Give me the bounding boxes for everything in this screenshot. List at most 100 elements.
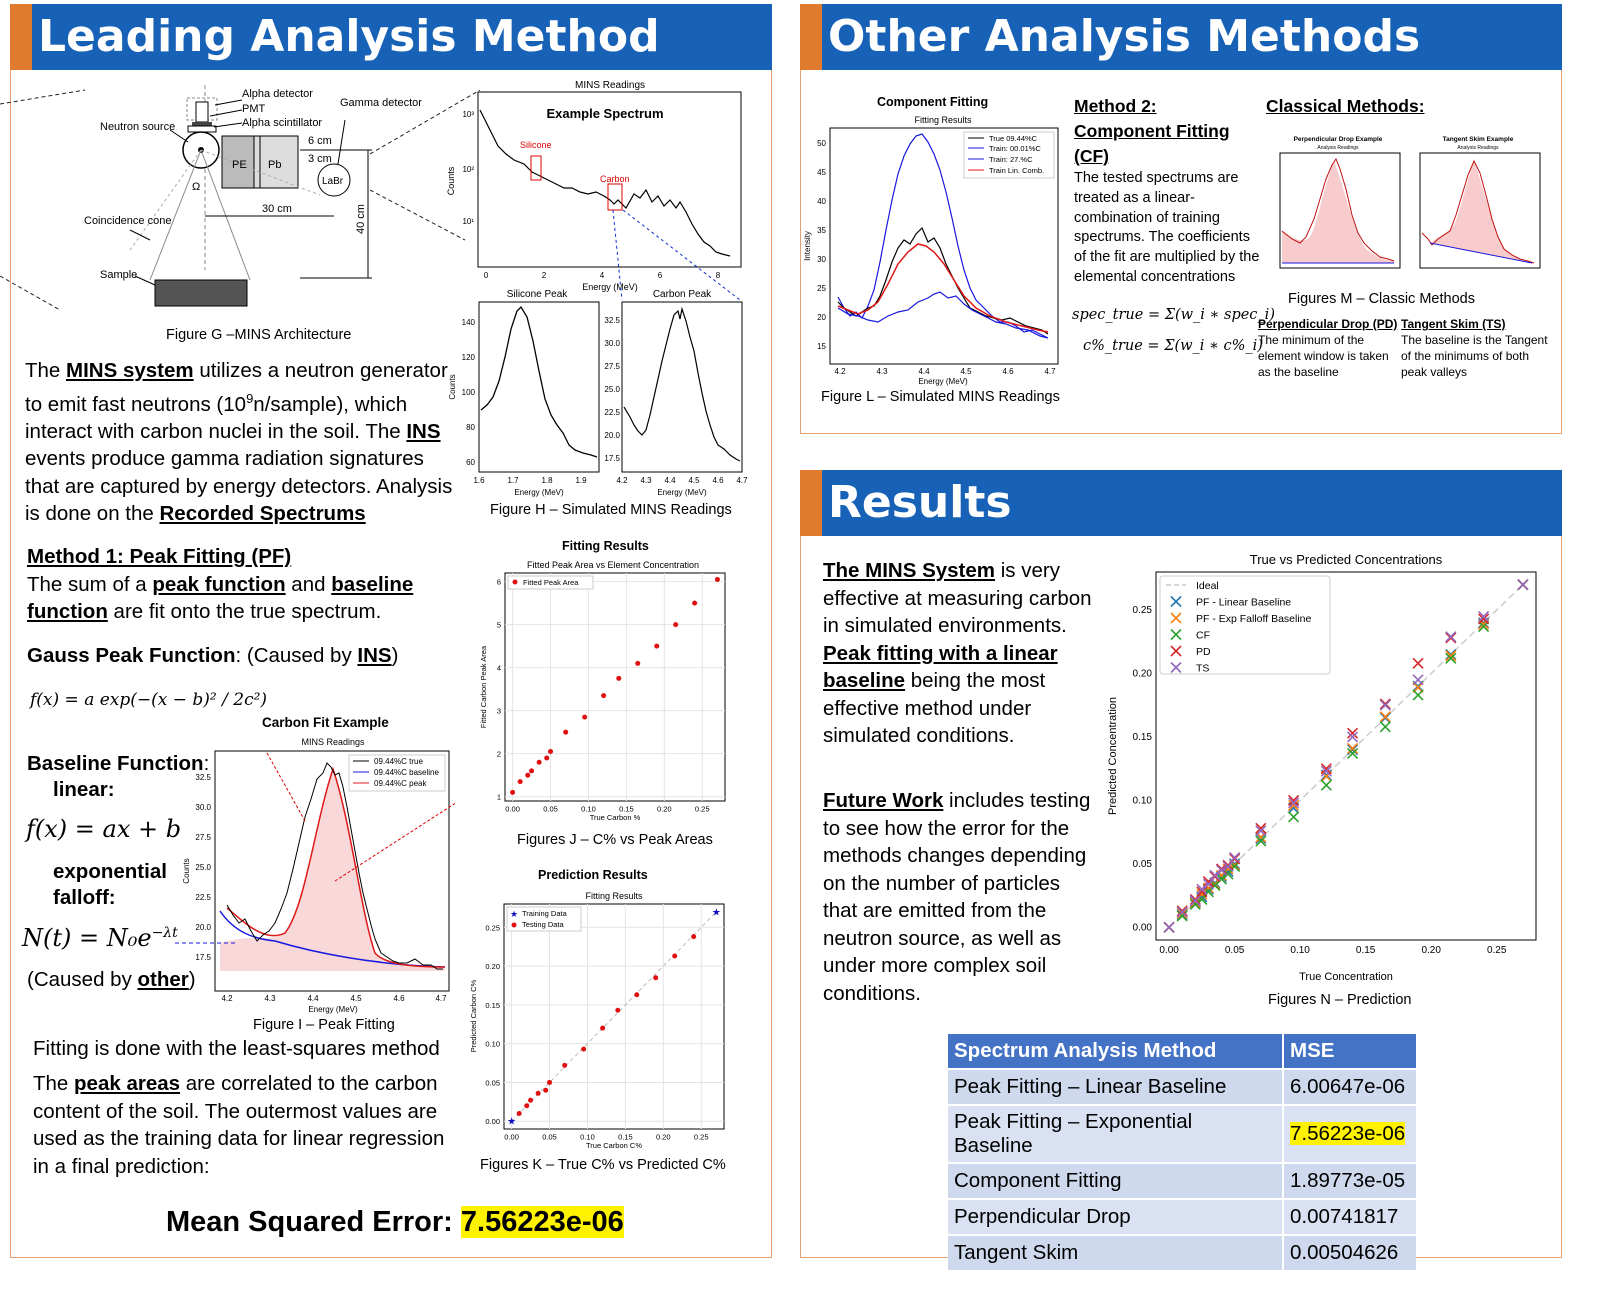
pd-text: The minimum of the element window is tak… — [1258, 333, 1389, 379]
comp-ytick: 15 — [817, 342, 826, 351]
testing-point — [672, 953, 678, 959]
pred-ylabel: Predicted Carbon C% — [469, 979, 478, 1052]
method2-eq1: spec_true = Σ(w_i ∗ spec_i) — [1072, 307, 1275, 323]
pa-part: are correlated to the carbon content of … — [33, 1072, 445, 1178]
table-row: Peak Fitting – Exponential Baseline 7.56… — [948, 1104, 1416, 1163]
prediction-marker — [1215, 873, 1228, 885]
comp-ytick: 40 — [817, 197, 826, 206]
mse-cell: 6.00647e-06 — [1282, 1068, 1416, 1105]
prediction-marker — [1176, 910, 1188, 922]
x-tick-label: 0.10 — [1290, 945, 1310, 956]
table-row: Component Fitting 1.89773e-05 — [948, 1162, 1416, 1199]
spectrum-suptitle: MINS Readings — [575, 80, 645, 91]
spectrum-xtick: 0 — [484, 271, 489, 280]
y-tick-label: 0.05 — [485, 1078, 500, 1087]
fitted-point — [563, 729, 569, 735]
testing-point — [581, 1046, 587, 1052]
fitted-point — [517, 779, 523, 785]
prediction-marker — [1445, 632, 1457, 644]
method2-title-3: (CF) — [1074, 146, 1109, 166]
prediction-marker — [1478, 610, 1490, 622]
c-ytick: 32.5 — [604, 316, 620, 325]
x-tick-label: 0.10 — [580, 1133, 595, 1142]
pd-head: Perpendicular Drop (PD) — [1258, 317, 1398, 331]
example-spectrum-chart: MINS Readings Example Spectrum Silicone … — [446, 80, 742, 292]
perpendicular-drop-chart: Perpendicular Drop Example Analysis Read… — [1279, 136, 1401, 269]
x-tick-label: 0.20 — [656, 1133, 671, 1142]
prediction-marker — [1346, 742, 1359, 754]
c-ytick: 17.5 — [604, 454, 620, 463]
ideal-line — [1168, 584, 1524, 928]
method2-title-2: Component Fitting — [1074, 121, 1230, 141]
figure-i-caption: Figure I – Peak Fitting — [253, 1017, 395, 1033]
prediction-marker — [1255, 822, 1267, 834]
comp-ytick: 25 — [817, 284, 826, 293]
testing-point — [535, 1090, 541, 1096]
spectrum-zoom-lines — [370, 90, 741, 301]
comp-ytick: 35 — [817, 226, 826, 235]
fitted-point — [510, 789, 516, 795]
x-tick-label: 0.25 — [1487, 945, 1507, 956]
other-header: Other Analysis Methods — [800, 4, 1562, 70]
fitted-point — [635, 660, 641, 666]
fitted-point — [582, 714, 588, 720]
si-ytick: 60 — [466, 458, 475, 467]
arch-label: Pb — [268, 159, 281, 171]
prediction-marker — [1288, 799, 1300, 812]
intro-text: The MINS system utilizes a neutron gener… — [25, 357, 455, 528]
comp-ytick: 45 — [817, 168, 826, 177]
pred-grid — [504, 904, 724, 1129]
arch-label: Neutron source — [100, 121, 175, 133]
method-column-header: Spectrum Analysis Method — [948, 1034, 1283, 1069]
testing-point — [600, 1025, 606, 1031]
exp-equation: N(t) = N₀e−λt — [22, 924, 178, 952]
training-point: ★ — [712, 907, 721, 918]
pred-xlabel: True Carbon C% — [586, 1141, 642, 1150]
figure-j-caption: Figures J – C% vs Peak Areas — [517, 832, 713, 848]
y-tick-label: 5 — [497, 621, 501, 630]
legend-marker — [1170, 628, 1182, 641]
testing-point — [634, 992, 640, 998]
spectrum-ytick: 10³ — [462, 110, 474, 119]
tangent-skim-chart: Tangent Skim Example Analysis Readings — [1419, 136, 1541, 269]
prediction-marker — [1379, 698, 1391, 710]
si-xtick: 1.8 — [541, 476, 553, 485]
cf-ytick: 17.5 — [195, 953, 211, 962]
method-cell: Tangent Skim — [948, 1234, 1283, 1270]
silicone-peak-title: Silicone Peak — [507, 289, 569, 300]
prediction-marker — [1163, 921, 1175, 933]
arch-label: 30 cm — [262, 203, 292, 215]
prediction-marker — [1176, 905, 1188, 917]
y-tick-label: 3 — [497, 707, 501, 716]
prediction-marker — [1379, 721, 1391, 733]
c-ytick: 25.0 — [604, 385, 620, 394]
c-xtick: 4.3 — [640, 476, 652, 485]
prediction-marker — [1445, 652, 1457, 664]
si-xtick: 1.9 — [575, 476, 587, 485]
testing-point — [543, 1087, 549, 1093]
exp-eq-sup: −λt — [151, 925, 178, 941]
si-xlabel: Energy (MeV) — [514, 488, 564, 497]
spectrum-ytick: 10² — [462, 165, 474, 174]
prediction-marker — [1288, 811, 1300, 823]
comp-ylabel: Intensity — [803, 231, 812, 261]
x-tick-label: 0.05 — [1225, 945, 1245, 956]
comp-xlabel: Energy (MeV) — [918, 377, 968, 386]
prediction-marker — [1379, 712, 1391, 724]
figure-n-caption: Figures N – Prediction — [1268, 992, 1412, 1008]
fitted-ylabel: Fitted Carbon Peak Area — [479, 645, 488, 728]
prediction-marker — [1288, 797, 1300, 809]
prediction-marker — [1229, 851, 1241, 864]
x-tick-label: 0.05 — [542, 1133, 557, 1142]
gauss-label: Gauss Peak Function — [27, 644, 236, 667]
y-tick-label: 0.10 — [1133, 795, 1153, 806]
prediction-marker — [1189, 895, 1201, 907]
true-vs-predicted-chart: True vs Predicted Concentrations Ideal PF… — [1107, 552, 1537, 983]
falloff-label: falloff: — [53, 886, 116, 909]
y-tick-label: 1 — [497, 793, 501, 802]
cf-xtick: 4.2 — [221, 994, 233, 1003]
c-ytick: 20.0 — [604, 431, 620, 440]
prediction-marker — [1320, 763, 1332, 775]
legend-label: PD — [1196, 646, 1211, 658]
leading-header: Leading Analysis Method — [10, 4, 772, 70]
